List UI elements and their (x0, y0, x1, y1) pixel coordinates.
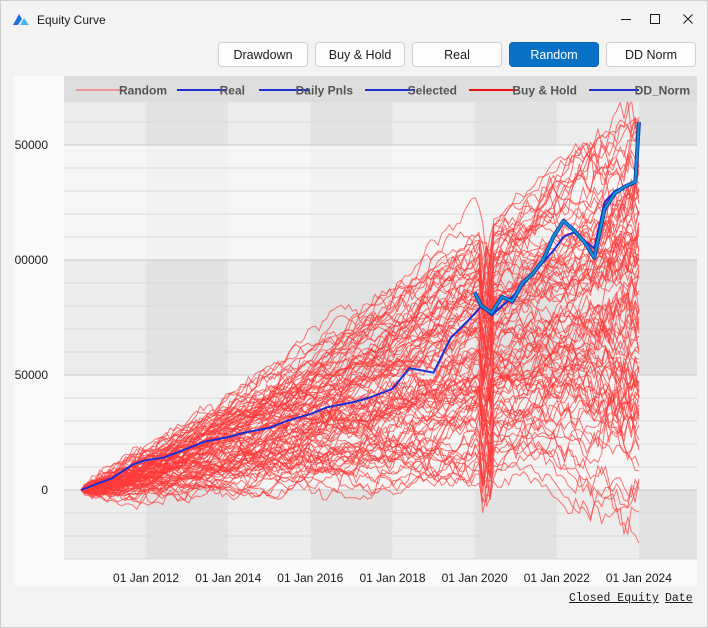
window-title: Equity Curve (37, 13, 106, 27)
random-path (80, 229, 640, 491)
random-path (80, 224, 640, 491)
closed-equity-link[interactable]: Closed Equity (569, 592, 659, 605)
x-axis: 01 Jan 2012 01 Jan 2014 01 Jan 2016 01 Jan … (113, 571, 672, 585)
legend-label: Daily Pnls (296, 84, 354, 98)
random-button[interactable]: Random (509, 42, 599, 67)
random-path (80, 345, 640, 503)
x-tick-label: 01 Jan 2022 (524, 571, 590, 585)
maximize-button[interactable] (640, 5, 670, 33)
random-path (80, 382, 640, 494)
title-bar[interactable]: Equity Curve (1, 1, 707, 37)
random-path (80, 186, 640, 491)
x-tick-label: 01 Jan 2018 (359, 571, 425, 585)
legend-label: Real (220, 84, 245, 98)
x-tick-label: 01 Jan 2020 (442, 571, 508, 585)
close-icon (683, 14, 693, 24)
random-path (80, 383, 640, 500)
random-path (80, 183, 640, 493)
random-path (80, 153, 640, 491)
x-tick-label: 01 Jan 2016 (277, 571, 343, 585)
random-path (80, 289, 640, 500)
legend-label: Buy & Hold (512, 84, 577, 98)
selected-series-line (473, 121, 640, 314)
random-path (80, 317, 640, 491)
random-path (80, 220, 640, 491)
legend-label: Random (119, 84, 167, 98)
maximize-icon (650, 14, 660, 24)
random-path (80, 382, 639, 497)
random-path (80, 316, 640, 491)
y-tick-label: 0 (41, 483, 48, 497)
legend-label: DD_Norm (635, 84, 690, 98)
legend: Random Real Daily Pnls Selected Buy & Hold DD… (64, 77, 697, 102)
minimize-button[interactable] (611, 5, 641, 33)
random-path (80, 345, 640, 492)
drawdown-button[interactable]: Drawdown (218, 42, 308, 67)
random-path (80, 353, 640, 496)
random-path (80, 118, 640, 492)
random-path (80, 356, 640, 491)
random-path (80, 418, 640, 544)
y-tick-label: 50000 (15, 368, 49, 382)
minimize-icon (621, 19, 631, 20)
random-path (80, 148, 640, 491)
random-path (80, 259, 640, 494)
date-link[interactable]: Date (665, 592, 693, 605)
y-axis: 0 50000 100000 150000 (8, 138, 49, 497)
random-path (80, 398, 640, 501)
random-paths (80, 99, 640, 544)
random-path (80, 119, 640, 491)
x-tick-label: 01 Jan 2012 (113, 571, 179, 585)
x-tick-label: 01 Jan 2024 (606, 571, 672, 585)
dd-norm-button[interactable]: DD Norm (606, 42, 696, 67)
random-path (80, 138, 640, 491)
buy-hold-button[interactable]: Buy & Hold (315, 42, 405, 67)
random-path (80, 400, 640, 501)
real-series-line (80, 121, 640, 491)
random-path (80, 375, 640, 491)
legend-label: Selected (408, 84, 457, 98)
app-logo-icon (13, 14, 29, 25)
y-tick-label: 100000 (14, 253, 48, 267)
x-tick-label: 01 Jan 2014 (195, 571, 261, 585)
real-button[interactable]: Real (412, 42, 502, 67)
y-tick-label: 150000 (14, 138, 48, 152)
random-path (80, 298, 640, 495)
random-path (80, 156, 640, 491)
close-button[interactable] (673, 5, 703, 33)
series-lines (80, 121, 641, 491)
